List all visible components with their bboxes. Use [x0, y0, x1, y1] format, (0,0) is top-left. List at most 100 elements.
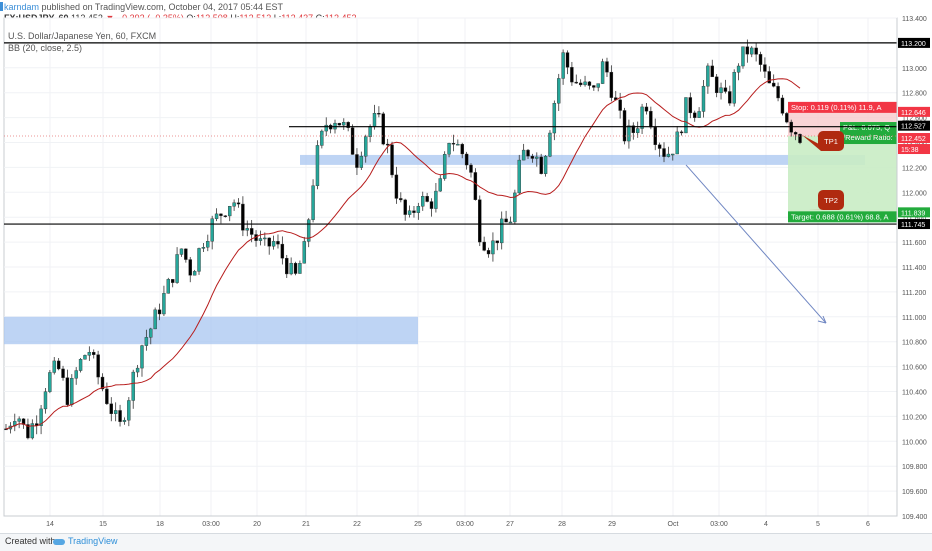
candle-body	[553, 103, 556, 133]
candle-body	[83, 355, 86, 359]
x-tick-label: 29	[608, 521, 616, 528]
x-tick-label: 28	[558, 521, 566, 528]
candle-body	[474, 172, 477, 199]
candle-body	[636, 129, 639, 133]
candle-body	[198, 248, 201, 271]
candle-body	[500, 219, 503, 243]
candle-body	[351, 128, 354, 155]
candle-body	[527, 150, 530, 156]
candle-body	[592, 86, 595, 88]
candle-body	[70, 378, 73, 405]
candle-body	[522, 150, 525, 160]
candle-body	[733, 72, 736, 103]
candle-body	[548, 133, 551, 156]
candle-body	[276, 241, 279, 244]
rr-label: /Reward Ratio:	[843, 133, 893, 142]
candle-body	[496, 241, 499, 243]
candle-body	[680, 132, 683, 133]
candle-body	[215, 214, 218, 219]
x-tick-label: 18	[156, 521, 164, 528]
pnl-label: P&L: 0.075, Q	[843, 123, 890, 132]
candle-body	[391, 145, 394, 175]
y-tick-label: 112.200	[902, 165, 927, 172]
candle-body	[211, 219, 214, 241]
candle-body	[566, 53, 569, 68]
candle-body	[676, 132, 679, 154]
candle-body	[263, 238, 266, 239]
candle-body	[487, 250, 490, 254]
candle-body	[312, 186, 315, 220]
candle-body	[557, 78, 560, 103]
candle-body	[303, 241, 306, 263]
candle-body	[373, 113, 376, 126]
x-tick-label: 03:00	[456, 521, 474, 528]
tp-label: TP2	[824, 196, 838, 205]
candle-body	[663, 149, 666, 157]
candle-body	[417, 206, 420, 212]
candle-body	[759, 54, 762, 64]
candle-body	[627, 126, 630, 141]
candle-body	[48, 372, 51, 391]
candle-body	[246, 228, 249, 230]
candle-body	[575, 82, 578, 83]
candle-body	[794, 132, 797, 134]
candle-body	[478, 200, 481, 242]
candle-body	[176, 254, 179, 282]
y-tick-label: 109.800	[902, 464, 927, 471]
candle-body	[382, 114, 385, 144]
tradingview-link[interactable]: TradingView	[68, 536, 118, 546]
candle-body	[483, 242, 486, 250]
price-label: 112.527	[901, 124, 926, 131]
candle-body	[79, 359, 82, 370]
price-label: 15:38	[901, 147, 919, 154]
target-label: Target: 0.688 (0.61%) 68.8, A	[791, 212, 889, 221]
candle-body	[44, 392, 47, 409]
candle-body	[439, 179, 442, 192]
candle-body	[184, 249, 187, 260]
y-tick-label: 113.400	[902, 16, 927, 23]
candle-body	[531, 156, 534, 158]
candle-body	[689, 97, 692, 112]
y-tick-label: 112.000	[902, 190, 927, 197]
candle-body	[154, 310, 157, 329]
price-label: 112.452	[901, 136, 926, 143]
chart-grid	[4, 18, 897, 516]
candle-body	[320, 131, 323, 145]
price-label: 111.839	[901, 210, 925, 217]
legend-indicator[interactable]: BB (20, close, 2.5)	[8, 42, 156, 54]
candle-body	[219, 214, 222, 216]
candle-body	[145, 337, 148, 345]
x-tick-label: 14	[46, 521, 54, 528]
y-tick-label: 111.400	[902, 265, 926, 272]
candle-body	[584, 82, 587, 85]
candle-body	[750, 48, 753, 54]
candle-body	[720, 88, 723, 93]
candle-body	[645, 107, 648, 111]
candle-body	[162, 293, 165, 314]
x-tick-label: 5	[816, 521, 820, 528]
candle-body	[597, 84, 600, 88]
y-tick-label: 111.200	[902, 290, 926, 297]
footer-bar: Created with TradingView	[0, 533, 932, 551]
candle-body	[316, 145, 319, 185]
candle-body	[706, 66, 709, 86]
x-tick-label: 25	[414, 521, 422, 528]
candle-body	[623, 110, 626, 141]
price-axis: 113.400113.200113.000112.800112.600112.4…	[897, 16, 927, 521]
candle-body	[540, 157, 543, 174]
created-with-text: Created with	[5, 536, 56, 546]
candle-body	[544, 156, 547, 173]
x-tick-label: 21	[302, 521, 310, 528]
candle-body	[364, 137, 367, 157]
y-tick-label: 110.400	[902, 390, 927, 397]
candle-body	[75, 371, 78, 379]
candle-body	[491, 241, 494, 254]
candle-body	[702, 86, 705, 111]
y-tick-label: 113.000	[902, 66, 927, 73]
candle-body	[535, 157, 538, 159]
candle-body	[136, 368, 139, 372]
candle-body	[658, 145, 661, 149]
candle-body	[202, 247, 205, 248]
candle-body	[123, 420, 126, 421]
